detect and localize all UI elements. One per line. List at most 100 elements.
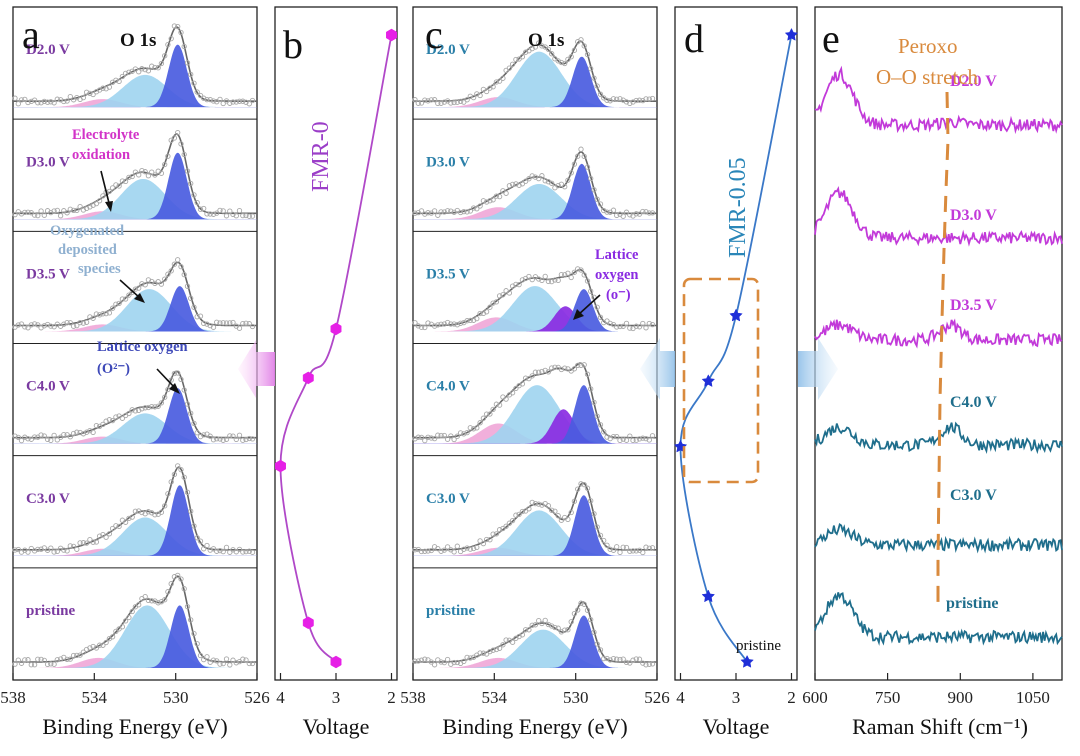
- panel-c-data-point: [519, 632, 526, 638]
- panel-c-data-point: [513, 56, 519, 63]
- panel-a-data-point: [106, 531, 113, 537]
- panel-c-data-point: [578, 362, 584, 369]
- panel-a-data-point: [184, 489, 191, 495]
- panel-d-marker: [729, 308, 743, 322]
- panel-a-data-point: [31, 212, 38, 218]
- panel-a-data-point: [249, 549, 256, 555]
- panel-c-data-point: [457, 209, 464, 216]
- panel-a-data-point: [70, 543, 77, 550]
- panel-a-data-point: [100, 193, 106, 199]
- panel-b-marker: [275, 459, 286, 473]
- panel-a-data-point: [194, 89, 200, 95]
- panel-c-data-point: [500, 642, 506, 648]
- panel-a-data-point: [67, 206, 73, 212]
- panel-a-spectrum-label: C4.0 V: [26, 379, 70, 395]
- panel-c-data-point: [542, 178, 548, 184]
- panel-a-data-point: [136, 508, 142, 514]
- panel-a-data-point: [165, 271, 171, 277]
- panel-a-data-point: [51, 324, 57, 330]
- panel-c-data-point: [428, 97, 434, 103]
- panel-c-data-point: [565, 627, 571, 633]
- panel-a-data-point: [158, 400, 165, 406]
- panel-a-data-point: [165, 386, 171, 393]
- deposited-label-line3: species: [78, 261, 121, 277]
- panel-c-data-point: [633, 548, 639, 554]
- panel-c-data-point: [584, 164, 591, 170]
- panel-a-data-point: [129, 173, 135, 180]
- peroxo-label-line1: Peroxo: [898, 34, 958, 58]
- panel-a-data-point: [12, 661, 18, 667]
- electrolyte-arrow: [100, 170, 111, 208]
- panel-a-data-point: [152, 404, 158, 410]
- panel-c-data-point: [487, 648, 493, 655]
- panel-a-data-point: [109, 525, 116, 532]
- panel-c-data-point: [444, 436, 451, 442]
- panel-c-component-lattice-oxygen: [413, 289, 657, 332]
- panel-a-data-point: [129, 407, 135, 413]
- panel-a-data-point: [54, 96, 60, 102]
- panel-c-data-point: [451, 321, 457, 327]
- panel-c-data-point: [480, 540, 487, 547]
- panel-a-data-point: [178, 29, 184, 36]
- panel-c-data-point: [646, 661, 652, 667]
- panel-c-data-point: [633, 211, 639, 217]
- panel-c-component-oxygenated-deposited-species: [413, 510, 657, 556]
- panel-c-data-point: [483, 199, 490, 205]
- panel-a-data-point: [175, 572, 181, 579]
- panel-c-data-point: [454, 543, 460, 549]
- panel-c-data-point: [568, 619, 574, 625]
- panel-c-data-point: [542, 367, 548, 374]
- panel-a-data-point: [67, 93, 73, 100]
- panel-c-data-point: [425, 98, 431, 104]
- panel-c-data-point: [584, 278, 591, 284]
- panel-c-data-point: [636, 211, 643, 217]
- panel-c-data-point: [594, 83, 600, 89]
- panel-c-data-point: [457, 430, 464, 436]
- panel-c-data-point: [431, 323, 438, 329]
- panel-c-data-point: [610, 547, 617, 553]
- panel-d-tick-label: 3: [732, 688, 741, 707]
- panel-a-data-point: [54, 437, 60, 443]
- panel-c-data-point: [536, 617, 542, 624]
- panel-a-data-point: [162, 53, 168, 59]
- panel-a-data-point: [227, 549, 233, 555]
- panel-c-data-point: [529, 373, 535, 379]
- panel-a-data-point: [51, 661, 57, 667]
- panel-c-data-point: [464, 654, 470, 661]
- panel-b-marker: [302, 371, 314, 385]
- panel-c-data-point: [480, 198, 487, 204]
- panel-a-data-point: [15, 322, 21, 328]
- panel-a-data-point: [142, 282, 148, 288]
- panel-a-data-point: [158, 281, 165, 287]
- panel-a-data-point: [171, 23, 178, 29]
- panel-d-curve: [679, 34, 793, 663]
- panel-a-data-point: [113, 77, 119, 83]
- panel-a-data-point: [74, 322, 80, 329]
- panel-e-raman-line: [814, 318, 1063, 349]
- panel-c-tick-label: 534: [482, 688, 508, 707]
- panel-a-data-point: [106, 417, 113, 423]
- panel-a-data-point: [38, 100, 44, 106]
- panel-a-data-point: [12, 95, 18, 101]
- panel-a-data-point: [223, 656, 230, 662]
- panel-a-data-point: [181, 271, 187, 278]
- panel-c-data-point: [597, 91, 604, 97]
- panel-a-data-point: [77, 203, 83, 210]
- panel-c-data-point: [571, 161, 578, 167]
- deposited-arrow: [119, 279, 141, 299]
- panel-c-data-point: [630, 548, 636, 554]
- panel-c-data-point: [500, 292, 506, 298]
- panel-a-data-point: [236, 98, 243, 104]
- panel-c-data-point: [630, 657, 636, 663]
- panel-c-data-point: [490, 84, 496, 90]
- panel-a-data-point: [74, 207, 80, 214]
- panel-e-tick-label: 900: [948, 688, 974, 707]
- lattice-o-label-line1: Lattice: [595, 247, 639, 263]
- panel-a-data-point: [197, 92, 204, 99]
- panel-a-data-point: [103, 639, 109, 646]
- panel-c-data-point: [457, 98, 464, 105]
- panel-c-data-point: [477, 538, 483, 544]
- panel-a-data-point: [12, 433, 18, 439]
- panel-c-tick-label: 530: [563, 688, 589, 707]
- arrow-b-to-a: [238, 340, 275, 398]
